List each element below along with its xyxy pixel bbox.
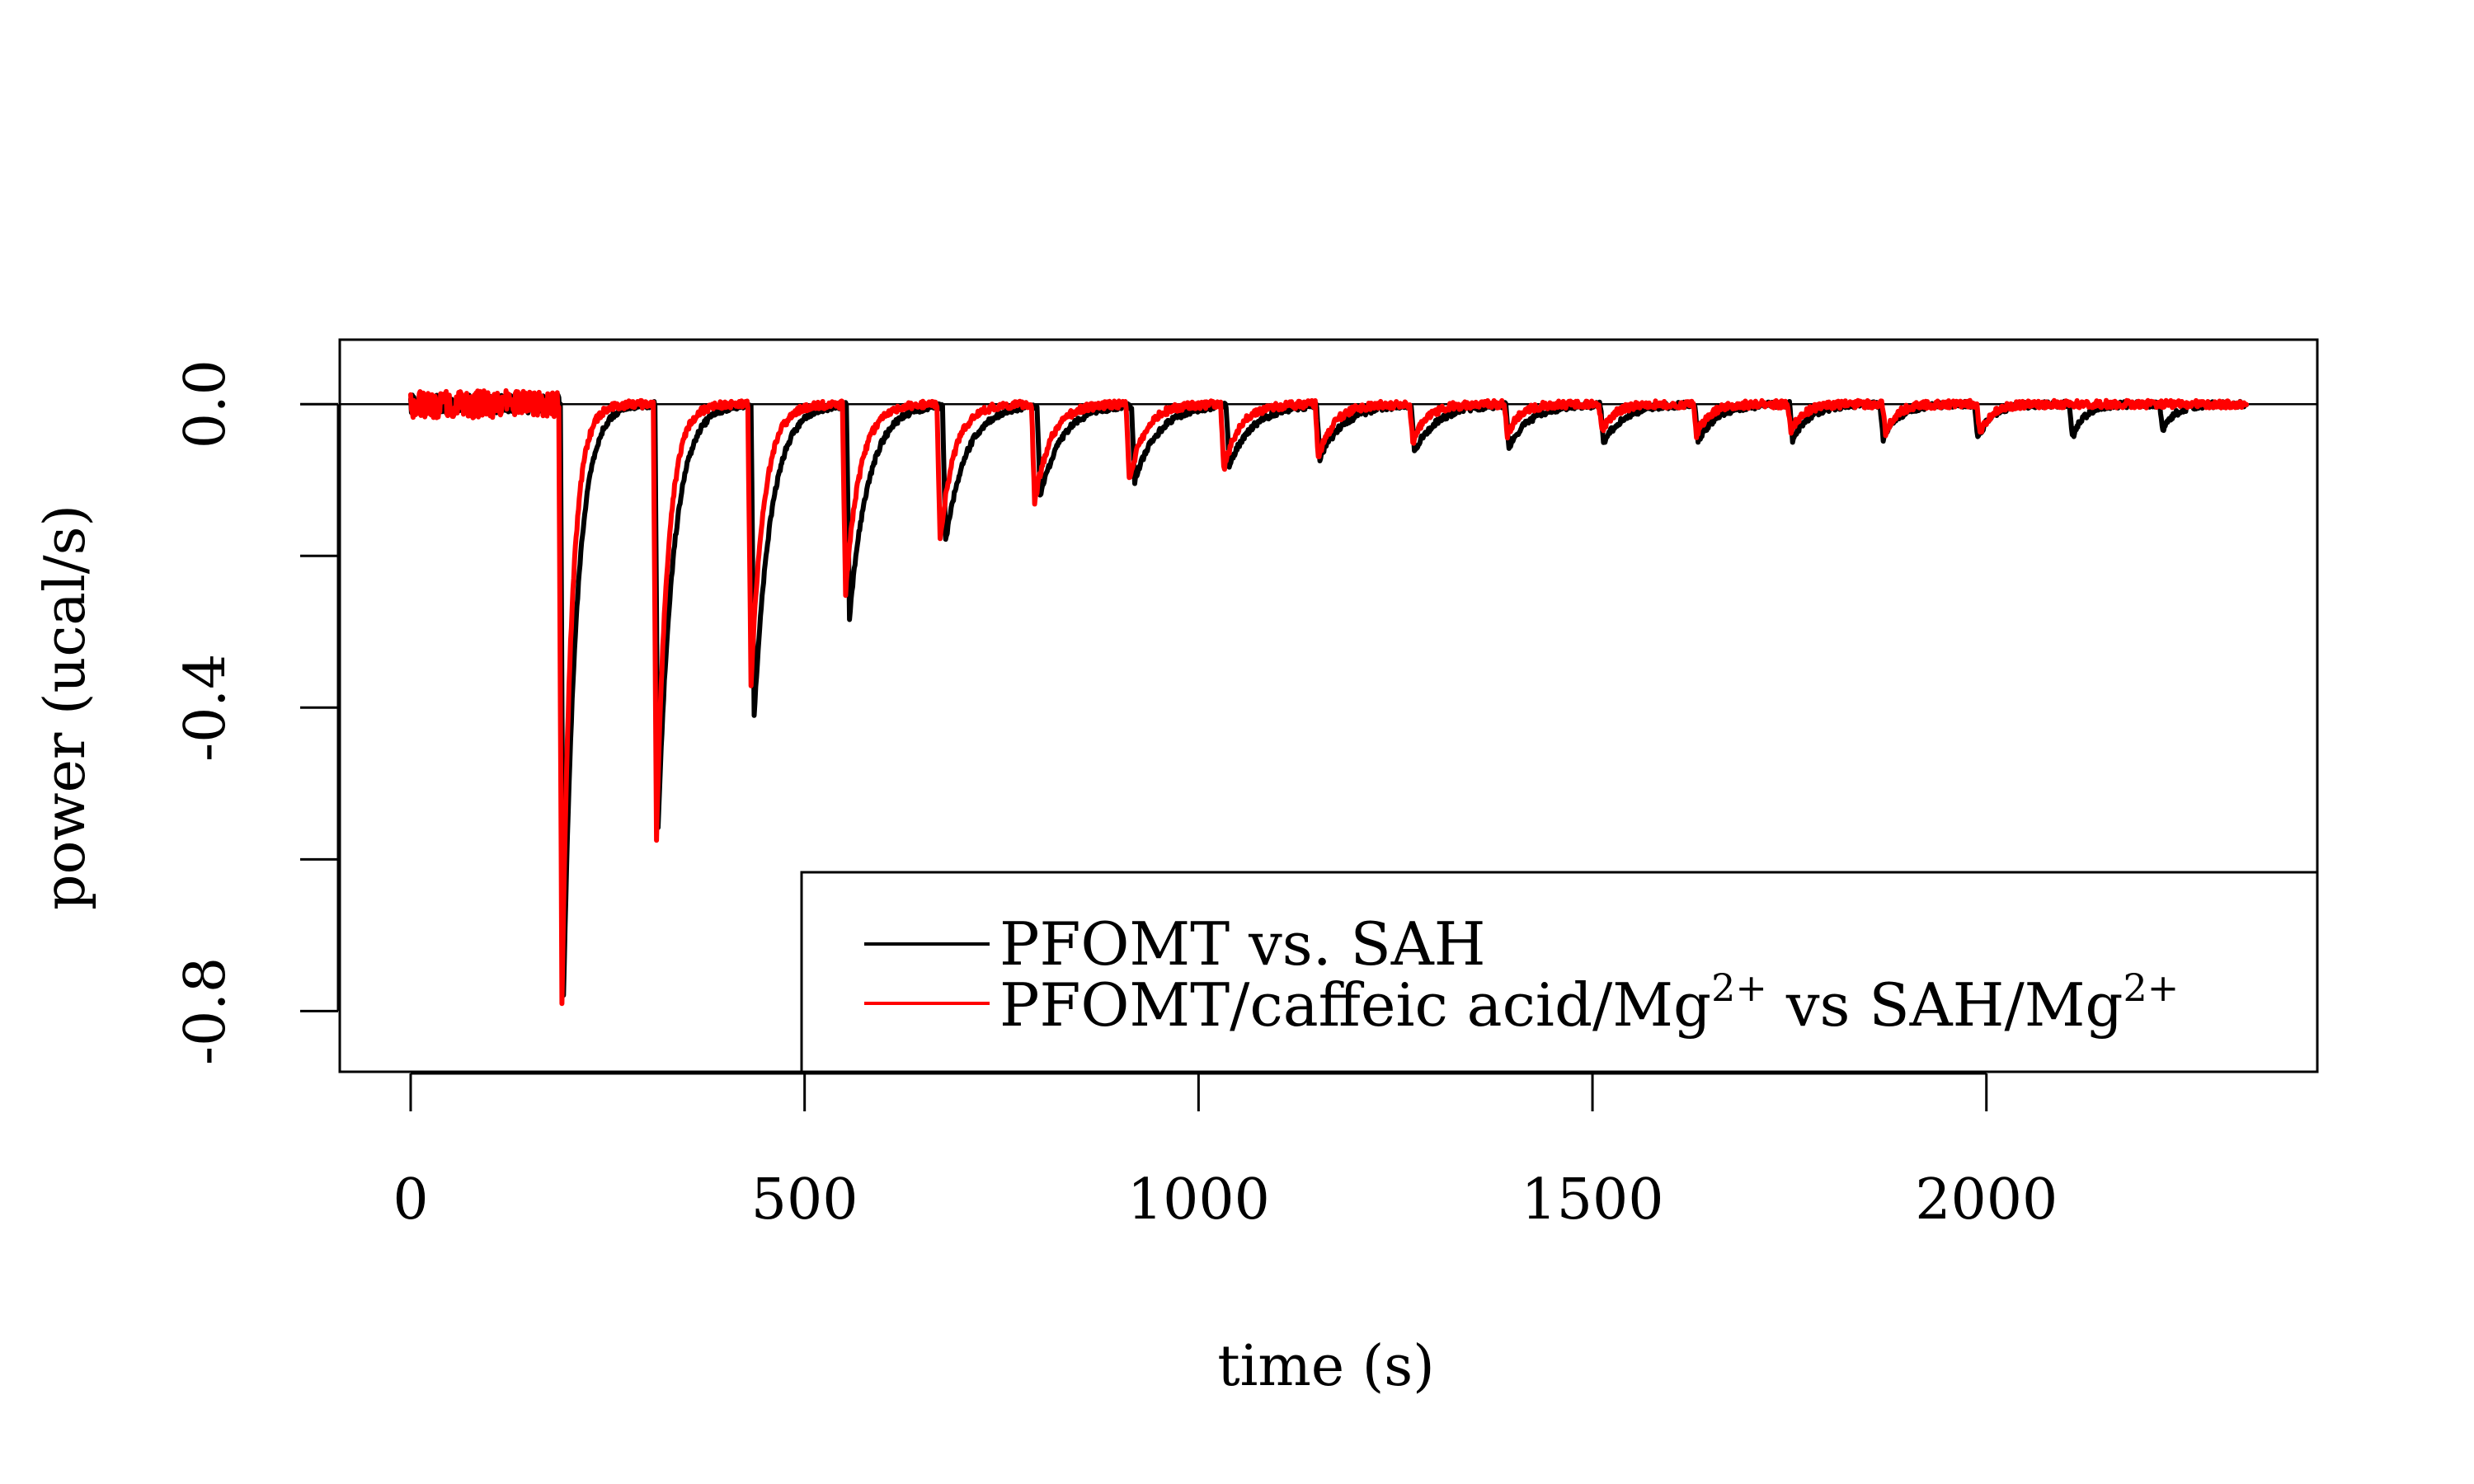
legend-label-red-mid: vs SAH/Mg [1767,970,2124,1040]
x-tick-label: 2000 [1915,1167,2058,1233]
x-tick-label: 1000 [1127,1167,1270,1233]
legend-label-red: PFOMT/caffeic acid/Mg2+ vs SAH/Mg2+ [999,965,2179,1040]
y-tick-label: -0.8 [173,957,238,1065]
series-layer [408,387,2249,1007]
x-tick-label: 1500 [1522,1167,1664,1233]
y-tick-label: -0.4 [173,654,238,762]
x-tick-label: 0 [393,1167,428,1233]
legend-box [800,871,2319,1073]
legend: PFOMT vs. SAH PFOMT/caffeic acid/Mg2+ vs… [800,871,2319,1073]
legend-label-black: PFOMT vs. SAH [999,909,1486,979]
x-axis-title: time (s) [1217,1334,1434,1399]
legend-label-red-sup: 2+ [1711,965,1767,1010]
series-line-red [408,387,2249,1007]
x-axis: 0 500 1000 1500 2000 [393,1072,2058,1233]
legend-label-red-main: PFOMT/caffeic acid/Mg [999,970,1711,1040]
y-axis: 0.0 -0.4 -0.8 [173,359,340,1065]
x-tick-label: 500 [751,1167,858,1233]
legend-label-red-sup2: 2+ [2124,965,2180,1010]
y-axis-title: power (ucal/s) [33,505,98,910]
y-tick-label: 0.0 [173,359,238,448]
